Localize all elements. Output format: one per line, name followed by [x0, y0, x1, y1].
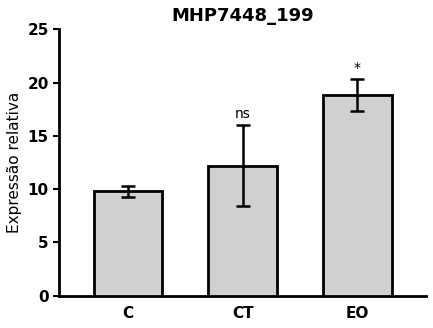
Bar — [94, 191, 162, 296]
Text: ns: ns — [235, 107, 251, 121]
Bar — [208, 166, 277, 296]
Title: MHP7448_199: MHP7448_199 — [171, 7, 314, 25]
Bar — [323, 95, 392, 296]
Text: *: * — [354, 61, 361, 75]
Y-axis label: Expressão relativa: Expressão relativa — [7, 92, 22, 233]
